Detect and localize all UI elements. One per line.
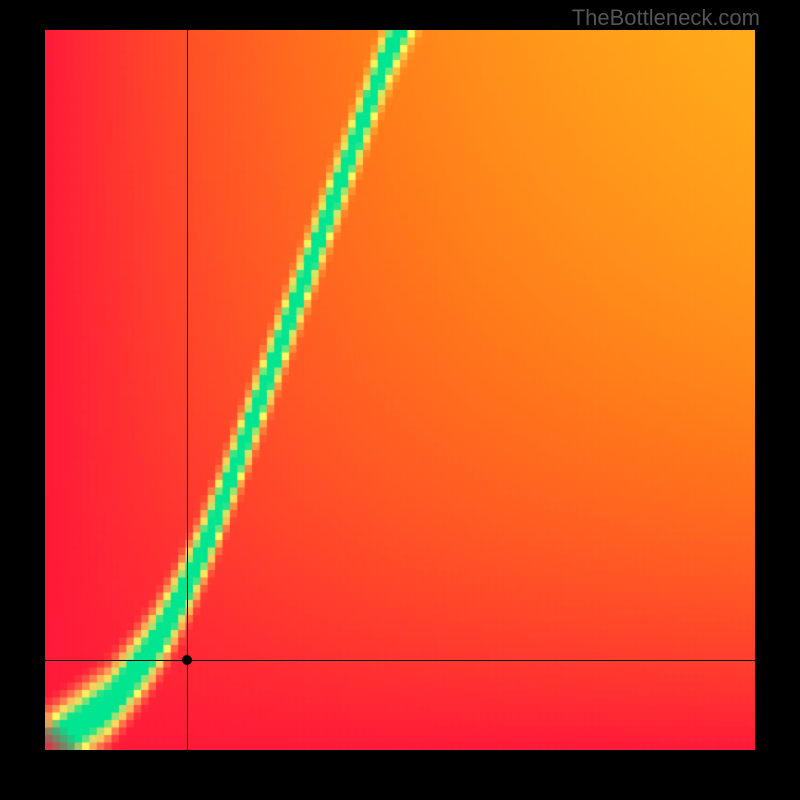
crosshair-vertical-line [187,30,188,750]
watermark-text: TheBottleneck.com [572,5,760,31]
heatmap-canvas [45,30,755,750]
crosshair-horizontal-line [45,660,755,661]
marker-dot [182,655,192,665]
heatmap-plot-area [45,30,755,750]
